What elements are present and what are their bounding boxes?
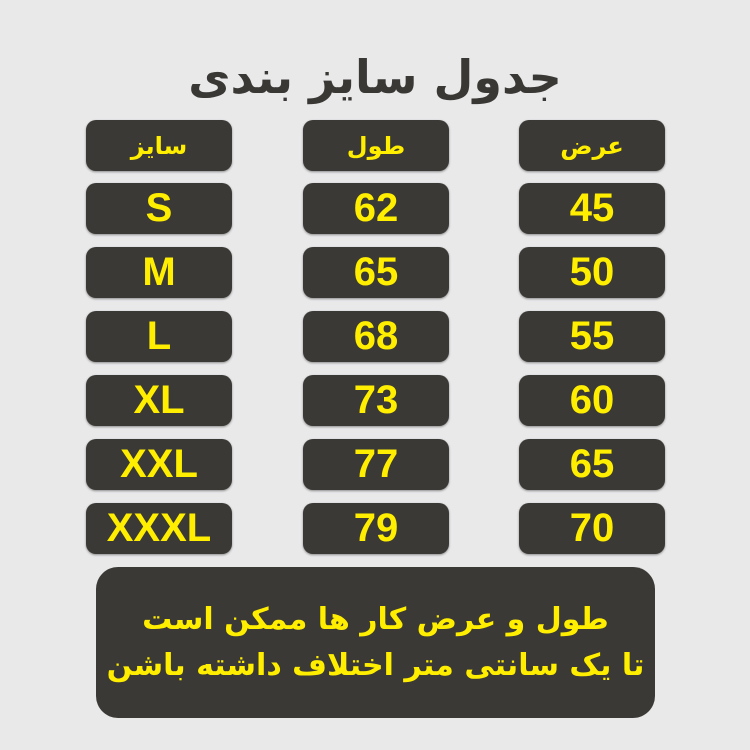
cell-size: XXXL	[86, 503, 232, 554]
cell-size: XXL	[86, 439, 232, 490]
cell-width: 65	[519, 439, 665, 490]
header-length: طول	[303, 120, 449, 171]
cell-size: XL	[86, 375, 232, 426]
header-width: عرض	[519, 120, 665, 171]
cell-width: 60	[519, 375, 665, 426]
cell-length: 68	[303, 311, 449, 362]
note-line-2: تا یک سانتی متر اختلاف داشته باشن	[106, 647, 645, 683]
cell-size: L	[86, 311, 232, 362]
cell-width: 55	[519, 311, 665, 362]
cell-length: 79	[303, 503, 449, 554]
header-size: سایز	[86, 120, 232, 171]
page-title: جدول سایز بندی	[188, 50, 562, 104]
note-line-1: طول و عرض کار ها ممکن است	[142, 601, 609, 637]
cell-length: 65	[303, 247, 449, 298]
note-box: طول و عرض کار ها ممکن است تا یک سانتی مت…	[96, 567, 655, 718]
cell-width: 70	[519, 503, 665, 554]
cell-width: 50	[519, 247, 665, 298]
cell-width: 45	[519, 183, 665, 234]
cell-size: S	[86, 183, 232, 234]
cell-length: 77	[303, 439, 449, 490]
cell-length: 73	[303, 375, 449, 426]
cell-size: M	[86, 247, 232, 298]
cell-length: 62	[303, 183, 449, 234]
